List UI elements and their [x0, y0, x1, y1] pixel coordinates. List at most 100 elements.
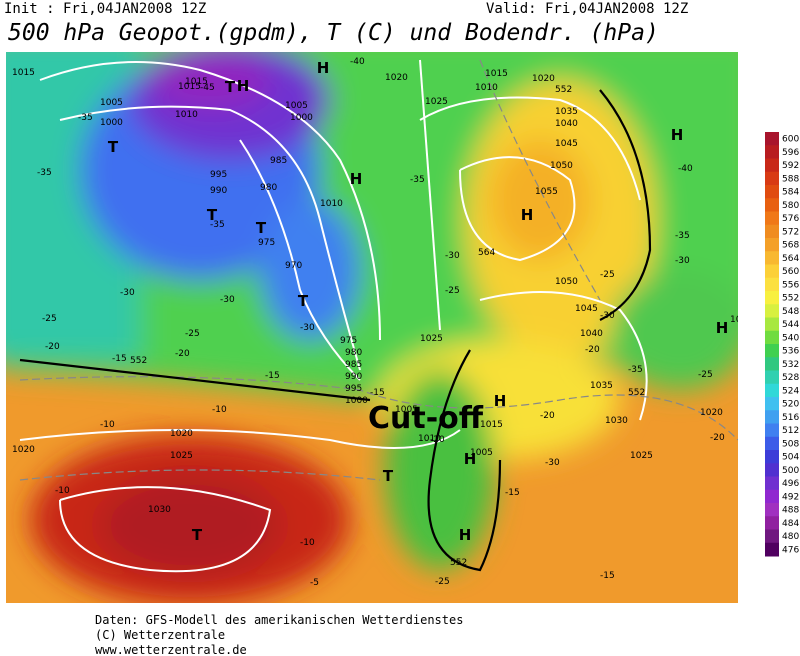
init-time: Init : Fri,04JAN2008 12Z	[4, 1, 206, 17]
legend-swatch	[765, 489, 779, 504]
legend-label: 536	[782, 347, 799, 357]
isoline-label: 1035	[590, 381, 613, 391]
valid-time: Valid: Fri,04JAN2008 12Z	[486, 1, 688, 17]
isoline-label: -35	[78, 113, 93, 123]
isoline-label: 990	[345, 372, 362, 382]
isoline-label: 1040	[580, 329, 603, 339]
legend-swatch	[765, 132, 779, 146]
legend-swatch	[765, 463, 779, 477]
isoline-label: 1040	[555, 119, 578, 129]
isoline-label: -10	[212, 405, 227, 415]
legend-label: 480	[782, 532, 799, 542]
legend-label: 484	[782, 519, 799, 529]
isoline-label: -30	[445, 251, 460, 261]
pressure-center: T	[256, 219, 267, 237]
legend-swatch	[765, 357, 779, 371]
isoline-label: 1010	[175, 110, 198, 120]
legend-swatch	[765, 171, 779, 186]
isoline-label: 1050	[550, 161, 573, 171]
isoline-label: -40	[350, 57, 365, 67]
legend-label: 564	[782, 254, 799, 264]
legend-label: 528	[782, 373, 799, 383]
isoline-label: -20	[585, 345, 600, 355]
isoline-label: -10	[100, 420, 115, 430]
legend-swatch	[765, 317, 779, 332]
isoline-label: 1025	[425, 97, 448, 107]
legend-label: 476	[782, 545, 799, 555]
isoline-label: 970	[285, 261, 302, 271]
legend-label: 568	[782, 241, 799, 251]
isoline-label: -30	[120, 288, 135, 298]
legend-swatch	[765, 503, 779, 517]
map-title: 500 hPa Geopot.(gpdm), T (C) und Bodendr…	[8, 20, 659, 46]
legend-swatch	[765, 516, 779, 530]
pressure-center: H	[671, 126, 684, 144]
legend-label: 540	[782, 333, 799, 343]
legend-swatch	[765, 410, 779, 424]
isoline-label: -30	[545, 458, 560, 468]
legend-swatch	[765, 211, 779, 226]
legend-label: 492	[782, 492, 799, 502]
isoline-label: -20	[45, 342, 60, 352]
legend-swatch	[765, 238, 779, 252]
legend-label: 596	[782, 148, 799, 158]
legend-label: 520	[782, 400, 799, 410]
isoline-label: 1010	[418, 434, 441, 444]
map: 1015 1005 1000 1010 1015 1005 1000 995 990 985 980…	[6, 52, 738, 603]
isoline-label: 1025	[170, 451, 193, 461]
isoline-label: 1020	[170, 429, 193, 439]
isoline-label: 1010	[475, 83, 498, 93]
isoline-label: -20	[430, 435, 445, 445]
legend-swatch	[765, 383, 779, 398]
isoline-label: -15	[265, 371, 280, 381]
legend-label: 600	[782, 135, 799, 145]
isoline-label: 1020	[700, 408, 723, 418]
isoline-label: 1005	[470, 448, 493, 458]
isoline-label: -35	[675, 231, 690, 241]
legend-label: 544	[782, 320, 799, 330]
isoline-label: -20	[175, 349, 190, 359]
pressure-center: H	[716, 319, 729, 337]
isoline-label: -10	[55, 486, 70, 496]
legend-swatch	[765, 330, 779, 345]
isoline-label: 1020	[12, 445, 35, 455]
pressure-center: T	[207, 206, 218, 224]
isoline-label: 1005	[285, 101, 308, 111]
isoline-label: 1000	[100, 118, 123, 128]
legend-label: 560	[782, 267, 799, 277]
footer-line: www.wetterzentrale.de	[95, 643, 247, 656]
isoline-label: 985	[345, 360, 362, 370]
isoline-label: 1025	[420, 334, 443, 344]
pressure-center: T	[225, 78, 236, 96]
isoline-label: -45	[200, 83, 215, 93]
pressure-center: T	[108, 138, 119, 156]
isoline-label: -25	[445, 286, 460, 296]
isoline-label: -25	[600, 270, 615, 280]
isoline-label: 1015	[485, 69, 508, 79]
isoline-label: 1020	[532, 74, 555, 84]
legend-swatch	[765, 251, 779, 265]
isoline-label: 552	[628, 388, 645, 398]
isoline-label: 990	[210, 186, 227, 196]
pressure-center: H	[317, 59, 330, 77]
isoline-label: 995	[345, 384, 362, 394]
legend-swatch	[765, 476, 779, 491]
isoline-label: 564	[478, 248, 495, 258]
legend-swatch	[765, 198, 779, 212]
isoline-label: 1015	[12, 68, 35, 78]
legend-label: 556	[782, 280, 799, 290]
pressure-center: H	[521, 206, 534, 224]
isoline-label: -30	[600, 311, 615, 321]
legend-label: 580	[782, 201, 799, 211]
isoline-label: 1015	[480, 420, 503, 430]
isoline-label: -40	[678, 164, 693, 174]
isoline-label: -35	[37, 168, 52, 178]
isoline-label: 1000	[290, 113, 313, 123]
isoline-label: 1030	[605, 416, 628, 426]
legend-label: 524	[782, 386, 799, 396]
legend-label: 588	[782, 174, 799, 184]
legend-swatch	[765, 397, 779, 411]
isoline-label: 1005	[395, 405, 418, 415]
isoline-label: -25	[42, 314, 57, 324]
